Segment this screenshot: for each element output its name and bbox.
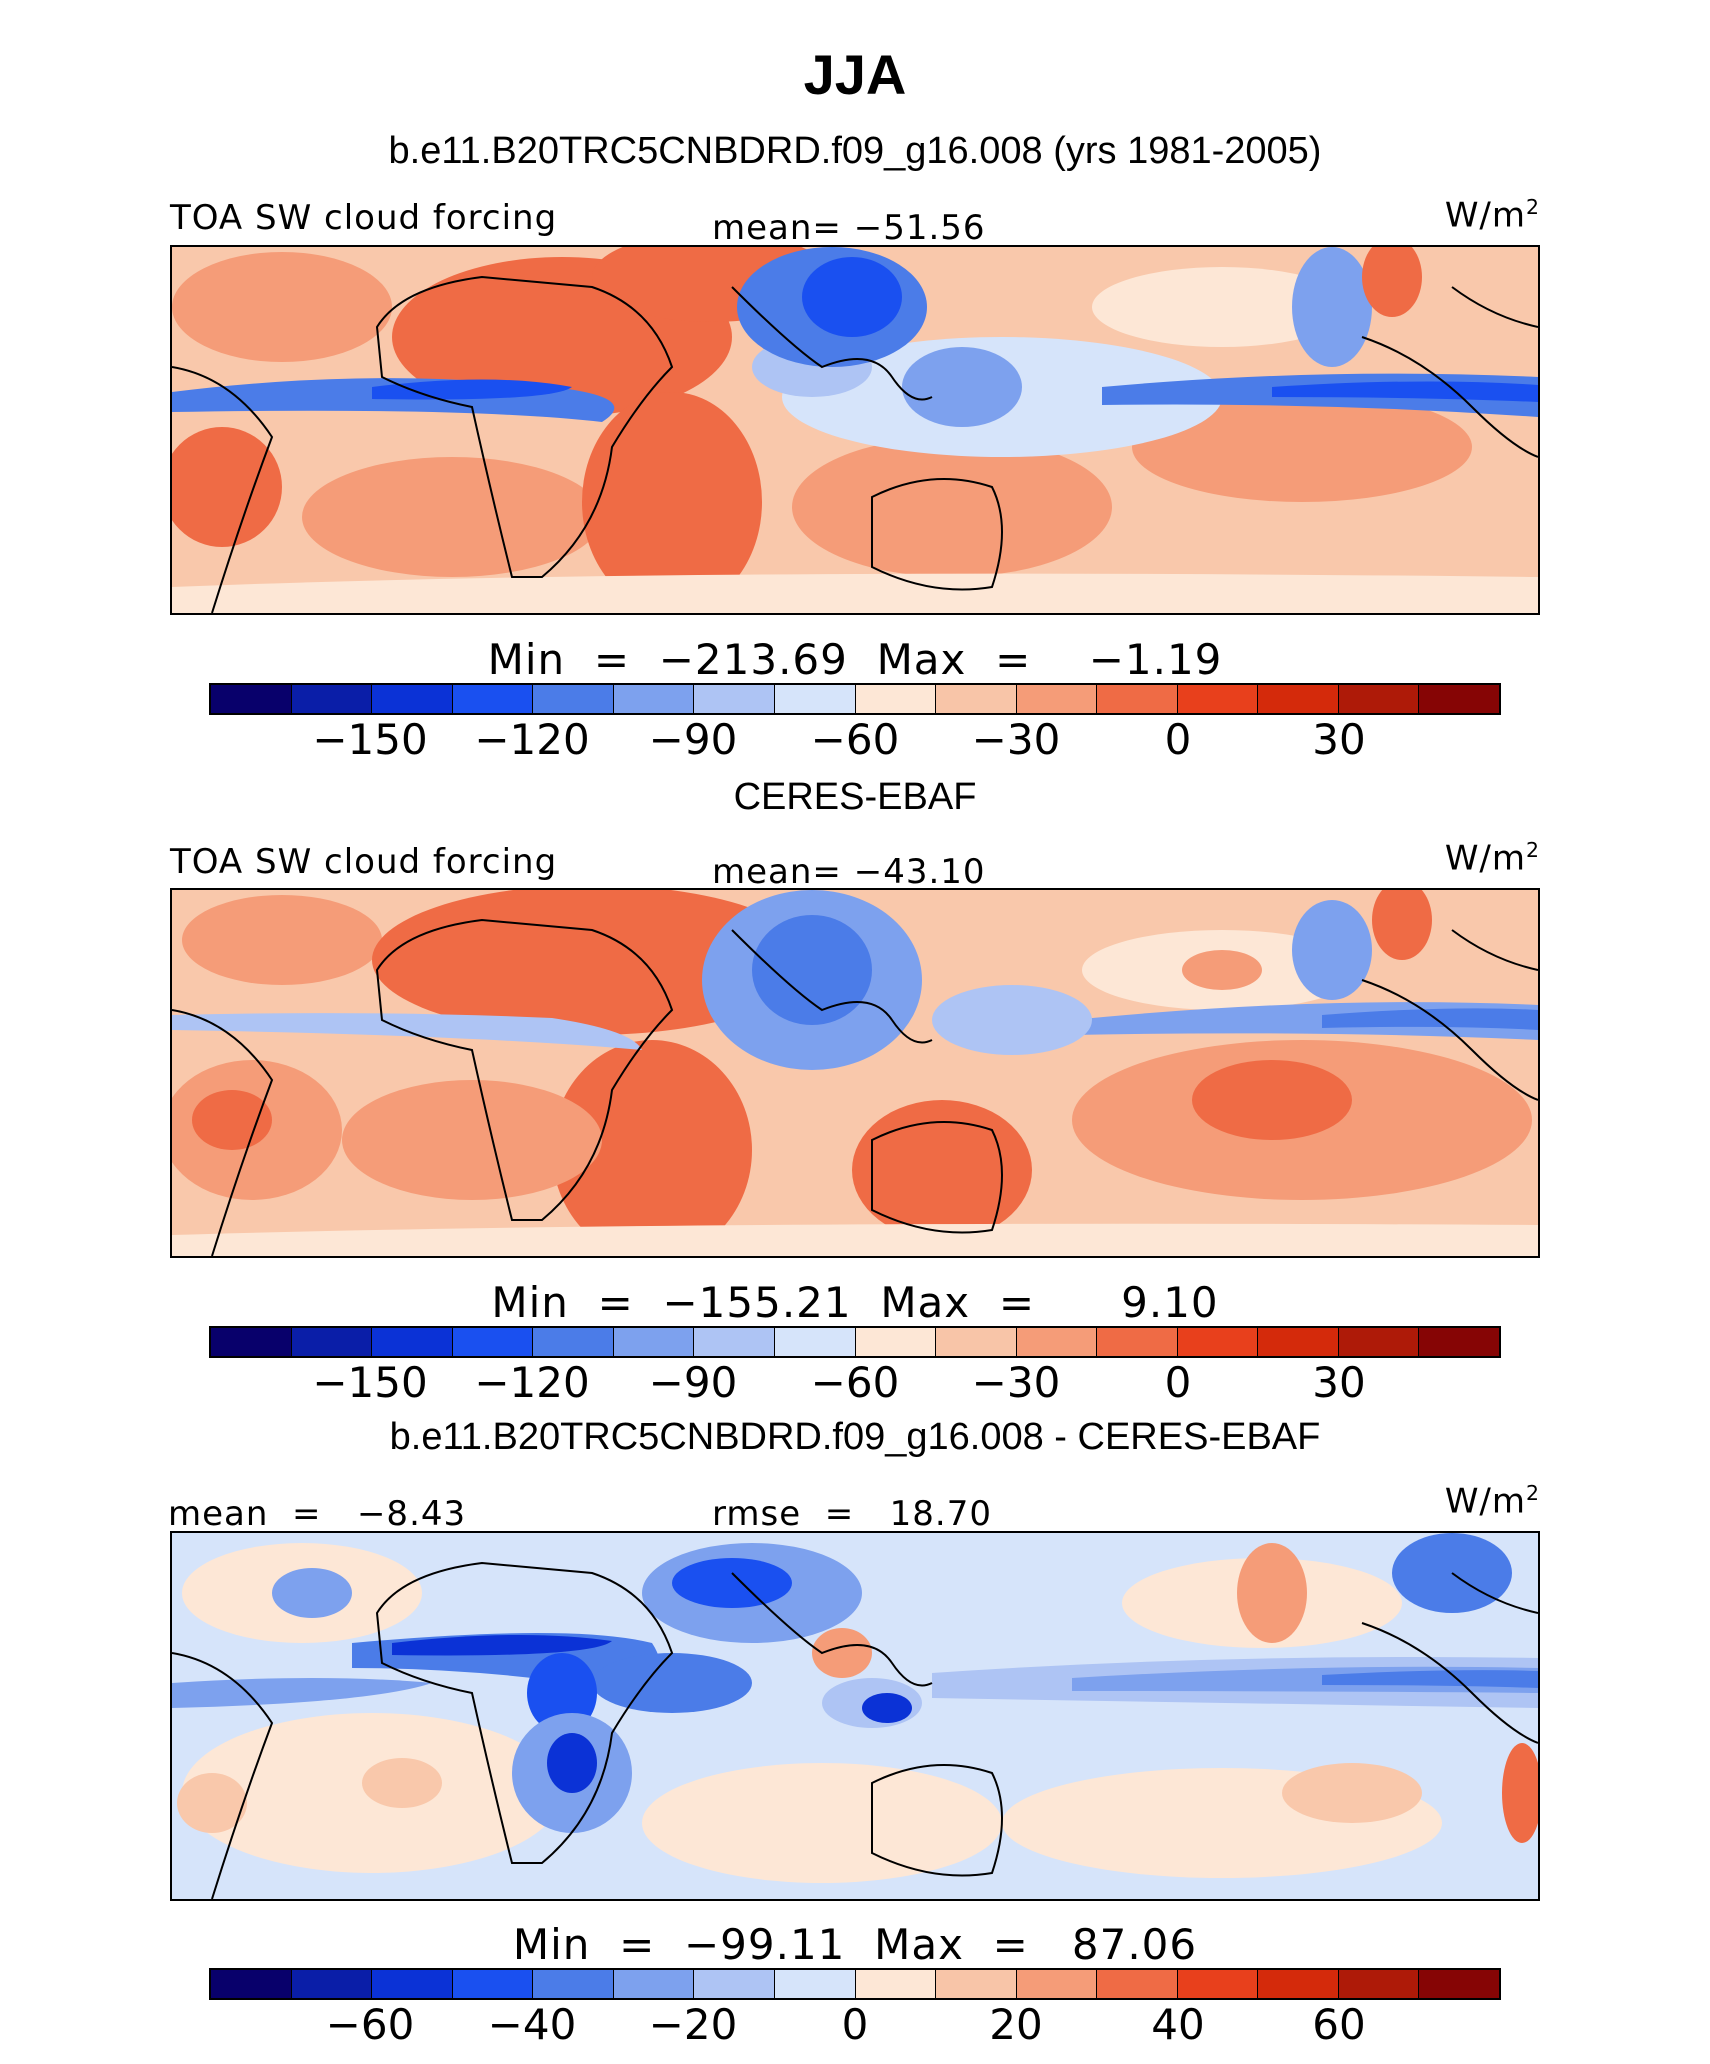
colorbar-swatch [855, 1328, 937, 1356]
panel-2-mean-label: mean= −43.10 [712, 852, 986, 892]
colorbar-swatch [372, 1328, 453, 1356]
panel-1-tick: −30 [971, 715, 1061, 764]
colorbar-swatch [694, 1970, 775, 1998]
colorbar-swatch [372, 1970, 453, 1998]
colorbar-swatch [1258, 685, 1339, 713]
panel-1-variable-label: TOA SW cloud forcing [170, 198, 558, 238]
panel-1-colorbar [209, 683, 1501, 715]
colorbar-swatch [372, 685, 453, 713]
colorbar-swatch [1177, 1970, 1259, 1998]
colorbar-swatch [291, 685, 373, 713]
panel-2-case-title: CERES-EBAF [733, 776, 977, 818]
panel-2-minmax: Min = −155.21 Max = 9.10 [491, 1278, 1219, 1327]
colorbar-swatch [533, 685, 614, 713]
colorbar-swatch [452, 685, 534, 713]
colorbar-swatch [291, 1970, 373, 1998]
panel-3-rmse-label: rmse = 18.70 [712, 1494, 992, 1534]
colorbar-swatch [533, 1970, 614, 1998]
panel-3-colorbar [209, 1968, 1501, 2000]
colorbar-swatch [1419, 685, 1499, 713]
panel-2-tick: −60 [810, 1358, 900, 1407]
colorbar-swatch [694, 1328, 775, 1356]
colorbar-swatch [936, 1970, 1017, 1998]
colorbar-swatch [1258, 1328, 1339, 1356]
colorbar-swatch [211, 685, 292, 713]
colorbar-swatch [774, 685, 856, 713]
colorbar-swatch [1016, 685, 1098, 713]
panel-3-map [170, 1531, 1540, 1901]
panel-2-variable-label: TOA SW cloud forcing [170, 842, 558, 882]
panel-1-units-label: W/m2 [1444, 195, 1540, 236]
panel-2-units-label: W/m2 [1444, 838, 1540, 879]
panel-3-tick: 20 [989, 2000, 1043, 2049]
colorbar-swatch [1177, 1328, 1259, 1356]
panel-3-units-label: W/m2 [1444, 1481, 1540, 1522]
colorbar-swatch [774, 1328, 856, 1356]
colorbar-swatch [855, 1970, 937, 1998]
panel-2-tick: 0 [1164, 1358, 1192, 1407]
colorbar-swatch [613, 685, 695, 713]
panel-1-tick: −60 [810, 715, 900, 764]
panel-3-tick: 40 [1151, 2000, 1205, 2049]
panel-3-tick: −40 [487, 2000, 577, 2049]
panel-2-map [170, 888, 1540, 1258]
colorbar-swatch [1338, 1970, 1420, 1998]
colorbar-swatch [1338, 685, 1420, 713]
panel-1-tick: −150 [312, 715, 428, 764]
colorbar-swatch [452, 1328, 534, 1356]
panel-2-colorbar [209, 1326, 1501, 1358]
colorbar-swatch [452, 1970, 534, 1998]
colorbar-swatch [936, 1328, 1017, 1356]
colorbar-swatch [613, 1970, 695, 1998]
colorbar-swatch [855, 685, 937, 713]
colorbar-swatch [936, 685, 1017, 713]
colorbar-swatch [694, 685, 775, 713]
colorbar-swatch [211, 1970, 292, 1998]
panel-1-map [170, 245, 1540, 615]
colorbar-swatch [1097, 1970, 1178, 1998]
colorbar-swatch [291, 1328, 373, 1356]
panel-2-tick: −120 [474, 1358, 590, 1407]
panel-3-mean-label: mean = −8.43 [168, 1494, 467, 1534]
colorbar-swatch [774, 1970, 856, 1998]
panel-2-tick: −150 [312, 1358, 428, 1407]
panel-1-tick: −120 [474, 715, 590, 764]
colorbar-swatch [613, 1328, 695, 1356]
colorbar-swatch [1097, 1328, 1178, 1356]
panel-1-tick: 0 [1164, 715, 1192, 764]
panel-3-minmax: Min = −99.11 Max = 87.06 [512, 1920, 1198, 1969]
panel-2-tick: 30 [1312, 1358, 1366, 1407]
figure-title: JJA [803, 43, 907, 106]
colorbar-swatch [1177, 685, 1259, 713]
panel-3-case-title: b.e11.B20TRC5CNBDRD.f09_g16.008 - CERES-… [389, 1416, 1321, 1458]
colorbar-swatch [1016, 1328, 1098, 1356]
panel-1-tick: 30 [1312, 715, 1366, 764]
panel-1-minmax: Min = −213.69 Max = −1.19 [487, 635, 1223, 684]
panel-3-tick: 0 [841, 2000, 869, 2049]
colorbar-swatch [1258, 1970, 1339, 1998]
panel-3-tick: 60 [1312, 2000, 1366, 2049]
panel-2-tick: −90 [648, 1358, 738, 1407]
colorbar-swatch [211, 1328, 292, 1356]
colorbar-swatch [1097, 685, 1178, 713]
panel-3-tick: −60 [325, 2000, 415, 2049]
colorbar-swatch [533, 1328, 614, 1356]
panel-3-tick: −20 [648, 2000, 738, 2049]
panel-1-tick: −90 [648, 715, 738, 764]
panel-2-tick: −30 [971, 1358, 1061, 1407]
colorbar-swatch [1338, 1328, 1420, 1356]
panel-1-mean-label: mean= −51.56 [712, 208, 986, 248]
colorbar-swatch [1419, 1970, 1499, 1998]
colorbar-swatch [1419, 1328, 1499, 1356]
panel-1-case-title: b.e11.B20TRC5CNBDRD.f09_g16.008 (yrs 198… [388, 130, 1322, 172]
colorbar-swatch [1016, 1970, 1098, 1998]
